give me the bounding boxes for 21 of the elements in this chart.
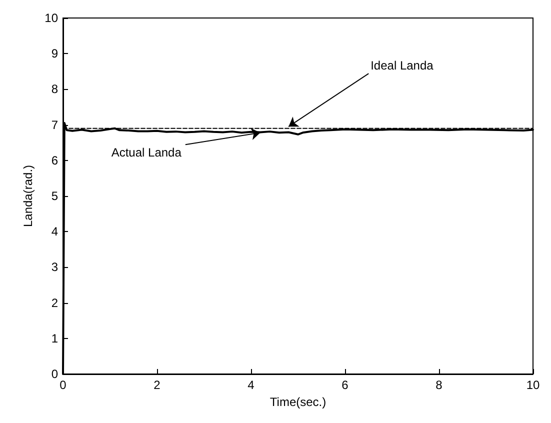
y-tick-label: 5 xyxy=(51,189,58,203)
y-tick-label: 8 xyxy=(51,82,58,96)
y-tick-label: 7 xyxy=(51,118,58,132)
x-axis-title: Time(sec.) xyxy=(270,394,326,409)
y-axis-title: Landa(rad.) xyxy=(20,164,35,228)
x-tick-label: 0 xyxy=(60,378,67,392)
annotation: Ideal Landa xyxy=(370,58,434,73)
y-tick-label: 1 xyxy=(51,331,58,346)
x-tick-label: 4 xyxy=(248,378,255,392)
y-tick-label: 10 xyxy=(44,11,58,25)
y-tick-label: 6 xyxy=(51,153,58,168)
y-tick-label: 9 xyxy=(51,46,58,61)
y-tick-label: 4 xyxy=(51,224,58,239)
y-tick-label: 3 xyxy=(51,260,58,274)
y-tick-label: 0 xyxy=(51,367,58,381)
x-tick-label: 8 xyxy=(436,378,443,392)
x-tick-label: 6 xyxy=(342,378,349,392)
annotation: Actual Landa xyxy=(111,146,182,160)
x-tick-label: 10 xyxy=(526,378,540,392)
y-tick-label: 2 xyxy=(51,296,58,310)
x-tick-label: 2 xyxy=(154,378,161,392)
